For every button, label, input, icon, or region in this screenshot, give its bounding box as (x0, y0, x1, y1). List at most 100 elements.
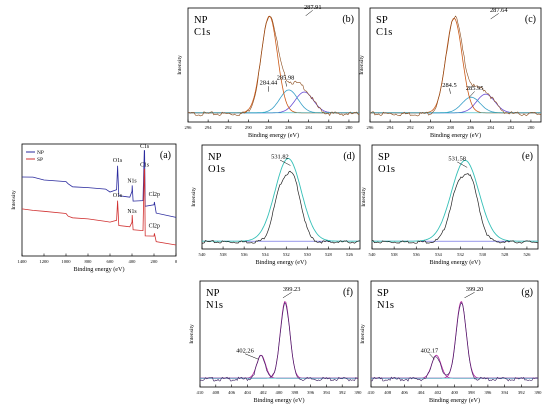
peak-arrow (490, 13, 499, 20)
panel-title: SP (377, 288, 389, 299)
panel-title: N1s (377, 300, 394, 311)
x-tick-label: 534 (435, 252, 443, 257)
x-tick-label: 398 (291, 390, 299, 395)
x-axis-label: Binding energy (eV) (73, 266, 124, 273)
peak-arrow (244, 353, 259, 360)
panel-id: (b) (342, 14, 354, 25)
x-tick-label: 396 (484, 390, 492, 395)
fit-component (371, 354, 538, 379)
panel-title: N1s (206, 300, 223, 311)
peak-label: 284.5 (442, 82, 456, 89)
y-axis-label: Intensity (361, 187, 367, 207)
envelope-line (199, 302, 358, 382)
x-tick-label: 286 (285, 125, 293, 130)
peak-label: 531.82 (271, 154, 289, 161)
y-axis-label: Intensity (191, 187, 197, 207)
peak-arrow (305, 10, 313, 16)
x-tick-label: 800 (85, 259, 93, 264)
x-tick-label: 1400 (17, 259, 27, 264)
x-tick-label: 402 (434, 390, 442, 395)
panel-title: O1s (208, 164, 225, 175)
x-tick-label: 392 (518, 390, 526, 395)
peak-arrow (282, 292, 292, 299)
x-tick-label: 400 (129, 259, 137, 264)
x-axis-label: Binding energy (eV) (253, 397, 304, 404)
plot-frame (369, 7, 542, 123)
legend-label: NP (37, 150, 44, 156)
panel-id: (f) (343, 287, 353, 298)
peak-arrow (279, 159, 291, 166)
fit-component (188, 15, 359, 114)
legend-label: SP (37, 157, 43, 163)
panel-id: (g) (521, 287, 533, 298)
x-tick-label: 296 (367, 125, 375, 130)
x-tick-label: 390 (355, 390, 363, 395)
x-tick-label: 534 (262, 252, 270, 257)
y-axis-label: Intensity (359, 55, 365, 75)
panel-title: SP (378, 152, 390, 163)
fit-peak-line (372, 160, 538, 242)
plot-frame (21, 143, 177, 257)
fit-component (370, 93, 541, 114)
y-axis-label: Intensity (177, 55, 183, 75)
fit-component (188, 89, 359, 114)
fit-peak-line (202, 158, 360, 242)
x-tick-label: 528 (501, 252, 509, 257)
peak-label: 531.58 (448, 155, 466, 162)
panel-id: (d) (343, 151, 355, 162)
plot-frame (199, 280, 359, 388)
x-tick-label: 200 (151, 259, 159, 264)
peak-label: 287.91 (304, 4, 322, 11)
peak-label: Cl2p (149, 224, 160, 230)
x-tick-label: 392 (339, 390, 347, 395)
x-tick-label: 280 (345, 125, 353, 130)
peak-arrow (457, 161, 468, 168)
x-tick-label: 0 (175, 259, 178, 264)
x-tick-label: 404 (244, 390, 252, 395)
panel-f: 410 408 406 404 402 400 398 396 394 392 390 Binding… (189, 280, 363, 404)
peak-label: C1s (140, 162, 150, 168)
x-tick-label: 408 (384, 390, 392, 395)
panel-title: C1s (376, 27, 392, 38)
panel-title: SP (376, 15, 388, 26)
x-tick-label: 530 (479, 252, 487, 257)
fit-component (370, 17, 541, 114)
panel-title: O1s (378, 164, 395, 175)
x-tick-label: 400 (451, 390, 459, 395)
panel-a: 1400 1200 1000 800 600 400 200 0 Binding energy … (11, 143, 178, 273)
x-tick-label: 406 (228, 390, 236, 395)
x-tick-label: 536 (413, 252, 421, 257)
x-tick-label: 284 (487, 125, 495, 130)
panel-id: (e) (522, 151, 533, 162)
x-tick-label: 282 (325, 125, 333, 130)
peak-label: N1s (127, 179, 137, 185)
peak-label: C1s (140, 144, 150, 150)
x-tick-label: 296 (185, 125, 193, 130)
x-tick-label: 410 (197, 390, 205, 395)
series-line-np (21, 149, 177, 218)
peak-label: 285.98 (277, 75, 295, 82)
fit-component (188, 91, 359, 114)
x-tick-label: 288 (265, 125, 273, 130)
panel-id: (c) (525, 14, 536, 25)
peak-arrow (429, 353, 435, 360)
x-tick-label: 282 (507, 125, 515, 130)
x-tick-label: 288 (447, 125, 455, 130)
x-axis-label: Binding energy (eV) (430, 132, 481, 139)
peak-arrow (469, 91, 475, 98)
x-tick-label: 600 (107, 259, 115, 264)
fit-component (200, 301, 358, 379)
panel-title: NP (208, 152, 222, 163)
plot-frame (187, 7, 360, 123)
x-axis-label: Binding energy (eV) (255, 259, 306, 266)
peak-label: O1s (113, 158, 123, 164)
peak-arrow (464, 292, 475, 299)
x-tick-label: 538 (391, 252, 399, 257)
x-axis-label: Binding energy (eV) (248, 132, 299, 139)
y-axis-label: Intensity (360, 324, 366, 344)
x-tick-label: 400 (276, 390, 284, 395)
peak-arrow (449, 88, 451, 94)
x-tick-label: 540 (199, 252, 207, 257)
plot-frame (371, 144, 539, 250)
